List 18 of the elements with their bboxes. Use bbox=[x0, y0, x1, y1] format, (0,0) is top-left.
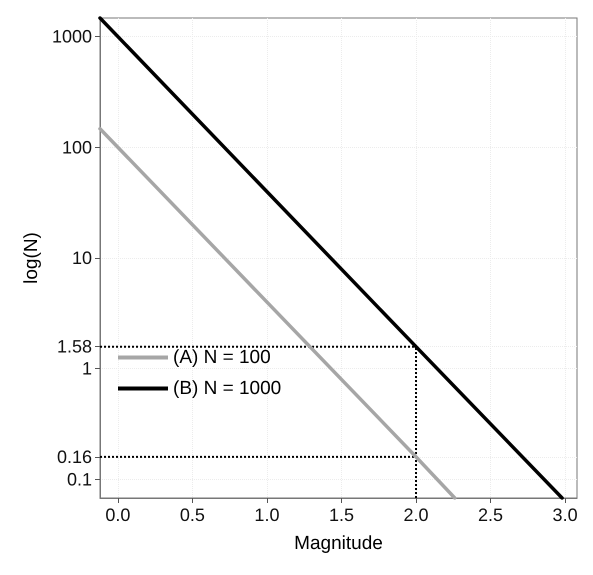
x-tick-label: 0.5 bbox=[180, 505, 205, 525]
legend-label: (B) N = 1000 bbox=[173, 378, 282, 399]
x-tick-label: 2.0 bbox=[403, 505, 429, 525]
y-axis-title: log(N) bbox=[21, 232, 42, 284]
x-tick-label: 2.5 bbox=[478, 505, 504, 525]
x-axis-title: Magnitude bbox=[294, 533, 383, 554]
y-tick-label: 0.16 bbox=[56, 446, 92, 467]
y-tick-label: 1000 bbox=[52, 26, 92, 47]
legend-label: (A) N = 100 bbox=[173, 347, 271, 368]
y-tick-label: 1.58 bbox=[56, 336, 92, 357]
y-tick-label: 10 bbox=[72, 248, 92, 268]
x-tick-label: 3.0 bbox=[552, 505, 578, 525]
x-tick-label: 1.5 bbox=[328, 505, 354, 525]
y-tick-label: 1 bbox=[82, 358, 92, 379]
y-tick-label: 100 bbox=[62, 137, 92, 158]
x-tick-label: 1.0 bbox=[254, 505, 280, 525]
x-tick-label: 0.0 bbox=[105, 505, 130, 525]
y-tick-label: 0.1 bbox=[66, 469, 92, 490]
